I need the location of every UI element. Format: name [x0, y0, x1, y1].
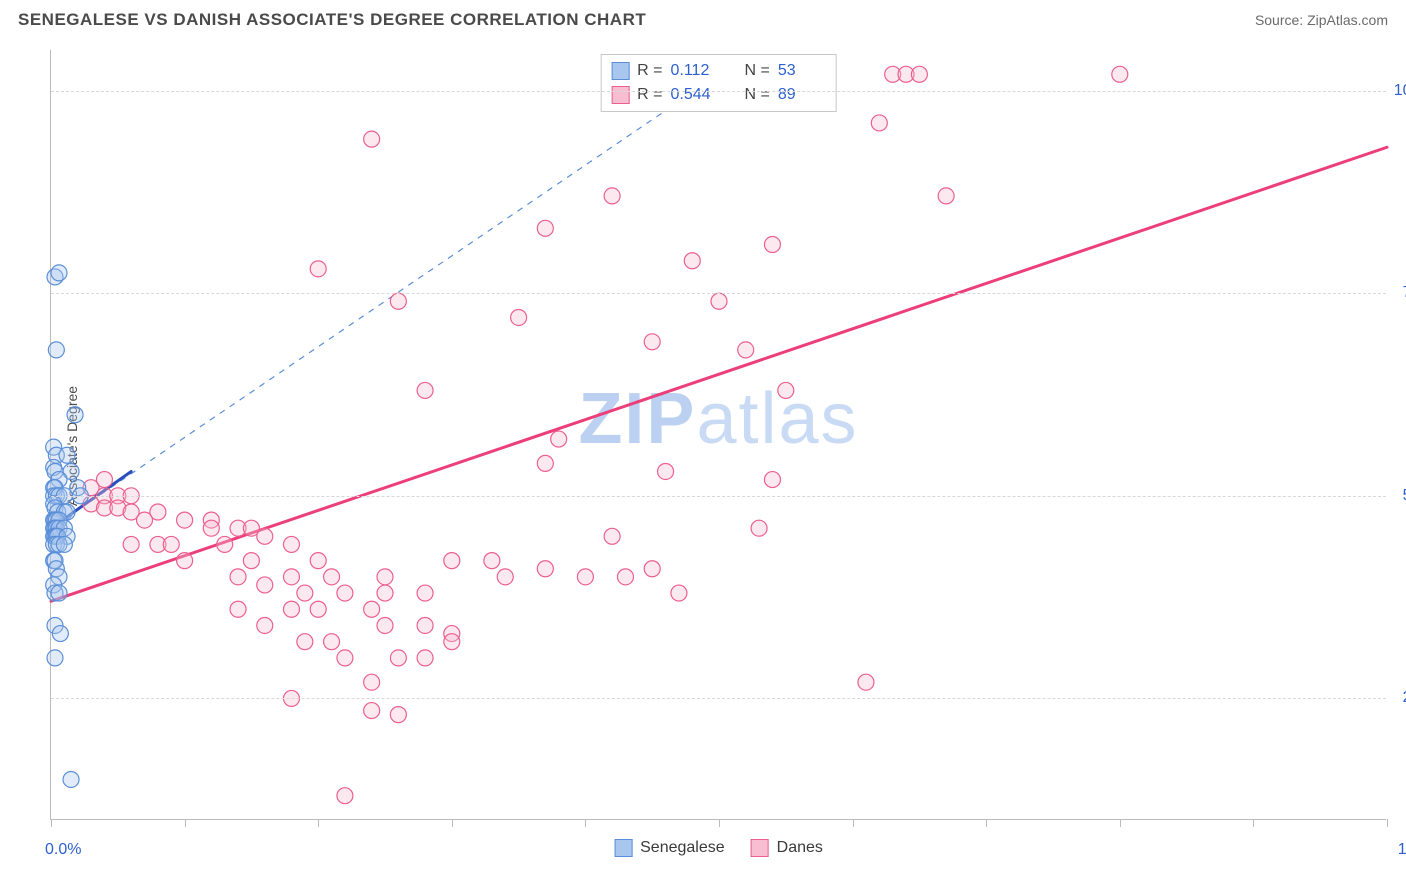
x-tick [719, 819, 720, 827]
stats-row-senegalese: R = 0.112 N = 53 [611, 59, 826, 83]
x-tick [853, 819, 854, 827]
x-max-label: 100.0% [1398, 841, 1406, 859]
scatter-chart: ZIPatlas R = 0.112 N = 53 R = 0.544 N = … [50, 50, 1386, 820]
x-tick [452, 819, 453, 827]
swatch-danes [751, 839, 769, 857]
series-legend: Senegalese Danes [614, 839, 823, 857]
y-tick-label: 50.0% [1403, 487, 1406, 505]
gridline [51, 91, 1386, 92]
stats-legend: R = 0.112 N = 53 R = 0.544 N = 89 [600, 54, 837, 112]
x-min-label: 0.0% [45, 841, 81, 859]
swatch-senegalese [614, 839, 632, 857]
plot-svg [51, 50, 1386, 819]
x-tick [1120, 819, 1121, 827]
chart-title: SENEGALESE VS DANISH ASSOCIATE'S DEGREE … [18, 10, 646, 30]
legend-item-danes: Danes [751, 839, 823, 857]
swatch-senegalese [611, 62, 629, 80]
y-tick-label: 100.0% [1394, 82, 1406, 100]
x-tick [1387, 819, 1388, 827]
legend-label-senegalese: Senegalese [640, 839, 725, 857]
legend-label-danes: Danes [777, 839, 823, 857]
x-tick [986, 819, 987, 827]
stats-row-danes: R = 0.544 N = 89 [611, 83, 826, 107]
gridline [51, 698, 1386, 699]
y-tick-label: 75.0% [1403, 284, 1406, 302]
swatch-danes [611, 86, 629, 104]
legend-item-senegalese: Senegalese [614, 839, 725, 857]
x-tick [585, 819, 586, 827]
gridline [51, 293, 1386, 294]
x-tick [318, 819, 319, 827]
x-tick [1253, 819, 1254, 827]
gridline [51, 496, 1386, 497]
x-tick [51, 819, 52, 827]
y-tick-label: 25.0% [1403, 689, 1406, 707]
source-attribution: Source: ZipAtlas.com [1255, 12, 1388, 28]
x-tick [185, 819, 186, 827]
